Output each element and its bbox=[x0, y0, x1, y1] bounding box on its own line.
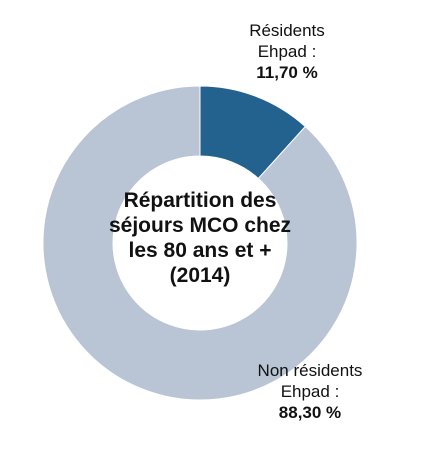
slice-value-residents: 11,70 % bbox=[256, 63, 318, 82]
donut-slice-non-residents bbox=[42, 85, 358, 401]
slice-label-residents-line-1: Résidents bbox=[249, 21, 325, 40]
center-title-line-3: les 80 ans et + bbox=[128, 239, 272, 262]
center-title-line-1: Répartition des bbox=[123, 189, 277, 212]
slice-label-residents: Résidents Ehpad : 11,70 % bbox=[212, 20, 362, 83]
slice-label-non-residents: Non résidents Ehpad : 88,30 % bbox=[230, 360, 390, 423]
chart-center-title: Répartition des séjours MCO chez les 80 … bbox=[104, 188, 296, 288]
slice-value-non-residents: 88,30 % bbox=[278, 403, 342, 422]
center-title-line-2: séjours MCO chez bbox=[108, 214, 292, 237]
slice-label-non-residents-line-1: Non résidents bbox=[257, 361, 363, 380]
slice-label-non-residents-line-2: Ehpad : bbox=[280, 382, 340, 401]
center-title-line-4: (2014) bbox=[169, 264, 231, 287]
slice-label-residents-line-2: Ehpad : bbox=[257, 42, 317, 61]
